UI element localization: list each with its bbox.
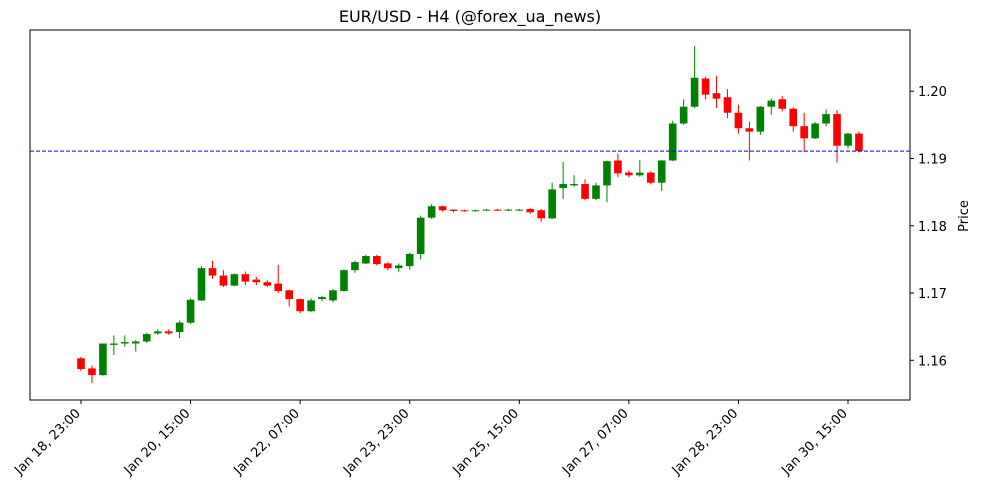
candle-body bbox=[712, 93, 721, 99]
candle-body bbox=[416, 217, 425, 255]
candle-body bbox=[745, 128, 754, 132]
candle-body bbox=[186, 299, 195, 323]
candle-body bbox=[855, 133, 863, 152]
chart-title: EUR/USD - H4 (@forex_ua_news) bbox=[339, 7, 601, 27]
candle-body bbox=[296, 299, 304, 312]
y-tick-label: 1.16 bbox=[918, 354, 947, 369]
candle-body bbox=[603, 161, 611, 186]
candle-body bbox=[274, 283, 283, 292]
candle-body bbox=[537, 210, 545, 219]
candle-body bbox=[99, 343, 107, 376]
candle-body bbox=[438, 206, 447, 211]
candle-body bbox=[592, 185, 600, 199]
candle-body bbox=[625, 172, 633, 176]
candle-body bbox=[263, 282, 272, 286]
candle-body bbox=[405, 254, 414, 267]
candle-body bbox=[131, 341, 140, 344]
candle-body bbox=[778, 99, 787, 109]
candle-body bbox=[285, 290, 293, 300]
candle-body bbox=[515, 209, 524, 211]
candle-body bbox=[756, 106, 765, 132]
candle-body bbox=[789, 108, 798, 127]
candle-body bbox=[373, 256, 381, 265]
candle-body bbox=[614, 160, 622, 174]
candle-body bbox=[219, 275, 228, 286]
y-tick-label: 1.19 bbox=[918, 152, 947, 167]
candle-body bbox=[208, 268, 217, 276]
candle-body bbox=[800, 126, 808, 139]
candle-body bbox=[690, 77, 699, 107]
candle-body bbox=[241, 274, 250, 282]
candle-body bbox=[504, 209, 513, 211]
candle-body bbox=[482, 209, 491, 211]
candle-body bbox=[110, 343, 118, 345]
candle-body bbox=[559, 184, 567, 189]
candle-body bbox=[570, 184, 578, 186]
y-tick-label: 1.17 bbox=[918, 287, 947, 302]
candle-body bbox=[340, 270, 348, 292]
candle-body bbox=[121, 342, 129, 344]
x-tick-label: Jan 22, 07:00 bbox=[231, 406, 303, 478]
x-tick-label: Jan 20, 15:00 bbox=[121, 406, 193, 478]
candle-body bbox=[252, 279, 261, 283]
candle-body bbox=[153, 331, 162, 334]
candle-body bbox=[526, 208, 535, 213]
candle-body bbox=[581, 184, 589, 199]
candle-body bbox=[351, 262, 359, 271]
candle-body bbox=[329, 290, 337, 301]
plot-frame bbox=[29, 29, 911, 401]
y-tick-label: 1.18 bbox=[918, 220, 947, 235]
candle-body bbox=[701, 78, 710, 95]
candle-body bbox=[427, 206, 436, 218]
candle-body bbox=[657, 160, 666, 183]
candle-body bbox=[734, 112, 743, 129]
candle-body bbox=[493, 209, 502, 211]
candle-body bbox=[197, 268, 206, 301]
candle-body bbox=[679, 106, 688, 124]
candle-body bbox=[811, 123, 819, 139]
candle-body bbox=[723, 97, 732, 113]
x-tick-label: Jan 18, 23:00 bbox=[11, 406, 83, 478]
candle-body bbox=[88, 368, 96, 376]
candle-body bbox=[449, 209, 458, 211]
candle-body bbox=[164, 331, 173, 334]
candle-body bbox=[767, 100, 776, 107]
candle-body bbox=[668, 123, 677, 161]
candle-body bbox=[230, 274, 239, 286]
y-axis-label: Price bbox=[957, 200, 972, 232]
candle-body bbox=[460, 210, 469, 212]
x-tick-label: Jan 23, 23:00 bbox=[340, 406, 412, 478]
candle-body bbox=[822, 114, 830, 124]
candle-body bbox=[362, 256, 370, 264]
candle-body bbox=[833, 114, 841, 146]
x-tick-label: Jan 28, 23:00 bbox=[669, 406, 741, 478]
candle-body bbox=[471, 210, 480, 212]
candle-body bbox=[636, 172, 644, 176]
candle-body bbox=[646, 172, 655, 183]
y-tick-label: 1.20 bbox=[918, 85, 947, 100]
candle-body bbox=[844, 133, 852, 146]
candle-body bbox=[548, 189, 556, 219]
candle-body bbox=[318, 297, 326, 300]
x-tick-label: Jan 30, 15:00 bbox=[778, 406, 850, 478]
candle-body bbox=[394, 265, 403, 269]
x-tick-label: Jan 27, 07:00 bbox=[559, 406, 631, 478]
candle-body bbox=[384, 263, 392, 269]
candle-body bbox=[307, 300, 315, 312]
candle-body bbox=[142, 334, 151, 342]
candle-body bbox=[77, 358, 85, 370]
x-tick-label: Jan 25, 15:00 bbox=[450, 406, 522, 478]
candle-body bbox=[175, 322, 184, 333]
